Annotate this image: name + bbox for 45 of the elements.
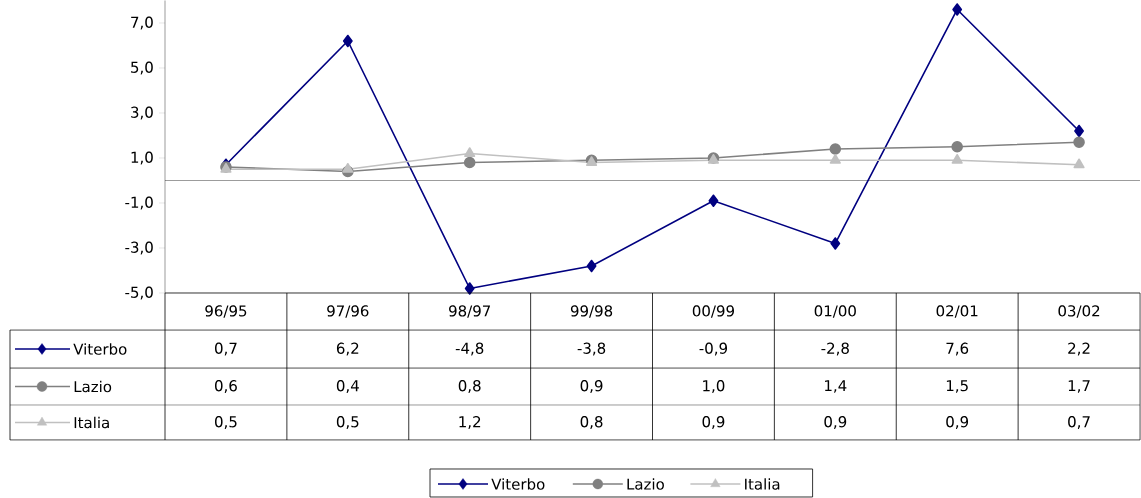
x-tick-label: 99/98 [570, 305, 613, 318]
data-label: 0,7 [215, 342, 237, 356]
y-tick-label: 3,0 [131, 106, 153, 120]
data-label: 0,5 [215, 416, 237, 429]
x-tick-label: 97/96 [327, 305, 369, 318]
data-label: 1,2 [459, 416, 481, 429]
y-tick-label: -5,0 [125, 286, 153, 300]
text: Italia [745, 478, 780, 490]
x-tick-label: 01/00 [814, 305, 856, 318]
data-label: 7,6 [946, 342, 969, 356]
text: Viterbo [491, 478, 545, 490]
x-tick-label: 03/02 [1058, 305, 1100, 318]
y-tick-label: 5,0 [131, 61, 153, 75]
data-label: -0,9 [699, 342, 728, 356]
x-tick-label: 02/01 [936, 305, 978, 318]
data-label: 0,8 [580, 416, 603, 429]
data-label: 1,7 [1068, 380, 1090, 393]
data-label: -2,8 [821, 342, 849, 356]
x-tick-label: 96/95 [205, 305, 247, 318]
data-label: 6,2 [336, 342, 359, 356]
data-label: 0,9 [946, 416, 969, 429]
x-tick-label: 00/99 [692, 305, 734, 318]
data-label: -4,8 [455, 342, 484, 356]
text: Lazio [627, 478, 664, 490]
legend-label: Italia [74, 416, 109, 429]
legend-label: Viterbo [73, 343, 127, 355]
data-label: 0,9 [580, 380, 603, 393]
data-label: 0,5 [336, 416, 359, 429]
data-label: 1,4 [825, 380, 847, 393]
data-label: 0,4 [336, 380, 359, 393]
x-tick-label: 98/97 [449, 305, 491, 318]
data-label: -3,8 [577, 342, 606, 356]
data-label: 0,7 [1068, 416, 1090, 429]
y-tick-label: 1,0 [131, 151, 153, 165]
y-tick-label: 7,0 [131, 16, 153, 30]
data-label: 0,6 [215, 380, 237, 393]
data-label: 2,2 [1068, 342, 1090, 356]
legend-label: Lazio [74, 380, 112, 393]
y-tick-label: -1,0 [125, 196, 153, 210]
data-label: 1,5 [946, 380, 968, 393]
data-label: 0,8 [458, 380, 481, 393]
data-label: 0,9 [824, 416, 847, 429]
data-label: 0,9 [702, 416, 725, 429]
data-label: 1,0 [703, 380, 725, 393]
y-tick-label: -3,0 [125, 241, 153, 255]
